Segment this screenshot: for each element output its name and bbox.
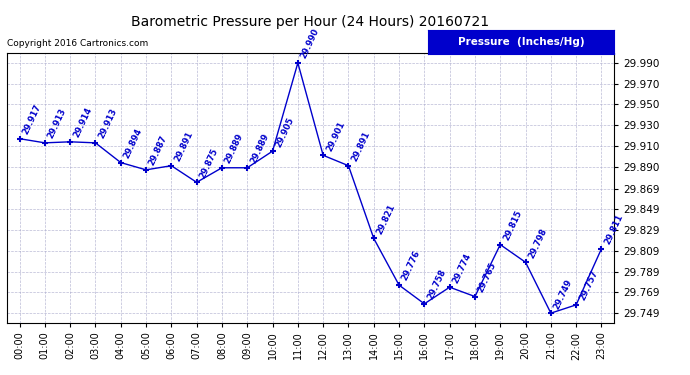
Text: 29.765: 29.765 (476, 261, 498, 294)
Text: 29.821: 29.821 (375, 202, 397, 236)
Text: 29.749: 29.749 (552, 278, 574, 310)
Text: 29.774: 29.774 (451, 251, 473, 284)
Text: 29.891: 29.891 (172, 130, 195, 163)
Text: Pressure  (Inches/Hg): Pressure (Inches/Hg) (457, 37, 584, 47)
Text: Barometric Pressure per Hour (24 Hours) 20160721: Barometric Pressure per Hour (24 Hours) … (131, 15, 490, 29)
Text: 29.917: 29.917 (21, 103, 43, 136)
Text: 29.798: 29.798 (527, 226, 549, 260)
Text: 29.815: 29.815 (502, 209, 524, 242)
Text: 29.913: 29.913 (46, 107, 68, 140)
Text: 29.990: 29.990 (299, 27, 321, 60)
Text: 29.887: 29.887 (148, 134, 169, 167)
Text: 29.905: 29.905 (274, 116, 296, 148)
Text: 29.811: 29.811 (603, 213, 624, 246)
Text: 29.889: 29.889 (248, 132, 270, 165)
Text: 29.757: 29.757 (578, 269, 600, 302)
Text: 29.758: 29.758 (426, 268, 448, 301)
Text: 29.889: 29.889 (224, 132, 245, 165)
Text: Copyright 2016 Cartronics.com: Copyright 2016 Cartronics.com (7, 39, 148, 48)
Text: 29.776: 29.776 (400, 249, 422, 282)
Text: 29.891: 29.891 (350, 130, 372, 163)
Text: 29.913: 29.913 (97, 107, 119, 140)
Text: 29.875: 29.875 (198, 147, 220, 180)
Text: 29.894: 29.894 (122, 127, 144, 160)
Text: 29.901: 29.901 (324, 120, 346, 153)
Text: 29.914: 29.914 (72, 106, 93, 139)
